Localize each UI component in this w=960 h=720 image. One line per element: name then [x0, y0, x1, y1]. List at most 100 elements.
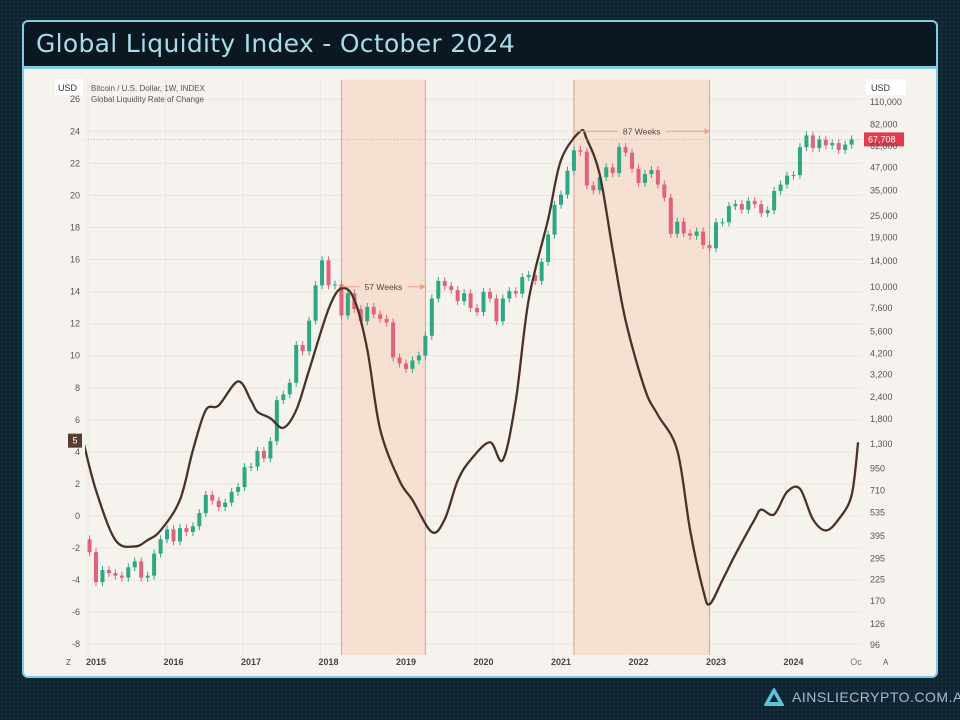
left-tick-label: -6	[72, 607, 80, 617]
candle	[184, 528, 189, 532]
candle	[416, 355, 421, 361]
left-tick-label: 16	[70, 255, 80, 265]
candle	[701, 231, 706, 246]
left-tick-label: 2	[75, 479, 80, 489]
candle	[410, 360, 415, 369]
candle	[236, 487, 241, 492]
candle	[281, 394, 286, 401]
right-tick-label: 47,000	[870, 163, 898, 173]
left-tick-label: 14	[70, 287, 80, 297]
left-tick-label: 26	[70, 94, 80, 104]
legend-bitcoin: Bitcoin / U.S. Dollar, 1W, INDEX	[91, 84, 205, 93]
candle	[636, 168, 641, 183]
candle	[494, 298, 499, 322]
x-tick-label: 2020	[473, 657, 493, 667]
candle	[404, 363, 408, 369]
candle	[119, 575, 124, 578]
x-tick-label: Oc	[850, 657, 862, 667]
candle	[462, 293, 467, 302]
candle	[216, 500, 221, 508]
right-tick-label: 1,300	[870, 439, 893, 449]
candle	[617, 147, 622, 173]
candle	[261, 450, 266, 459]
candle	[177, 528, 182, 542]
left-tick-label: 18	[70, 222, 80, 232]
right-tick-label: 395	[870, 531, 885, 541]
candle	[384, 318, 389, 323]
candle	[578, 150, 583, 152]
candle	[358, 309, 363, 322]
candle	[610, 167, 615, 173]
candle	[791, 175, 796, 177]
candle	[655, 170, 660, 185]
candle	[778, 184, 783, 191]
candle	[203, 494, 208, 514]
right-tick-label: 4,200	[870, 349, 893, 359]
candle	[397, 357, 402, 364]
last-price-label: 67,708	[868, 134, 896, 144]
brand-url: AINSLIECRYPTO.COM.AU	[792, 689, 960, 705]
x-tick-label: 2016	[163, 657, 183, 667]
candle	[332, 284, 337, 286]
candle	[720, 222, 725, 224]
left-tick-label: -4	[72, 575, 80, 585]
right-tick-label: 710	[870, 486, 885, 496]
candle	[836, 143, 841, 151]
candle	[772, 190, 777, 211]
candle	[591, 185, 596, 191]
last-liquidity-badge	[68, 433, 82, 448]
candle	[423, 335, 428, 356]
x-tick-label: 2021	[551, 657, 571, 667]
candle	[229, 491, 234, 503]
arrowhead-icon	[704, 128, 710, 135]
candle	[487, 292, 492, 299]
candle	[442, 280, 447, 287]
right-unit-box	[866, 79, 906, 95]
candle	[287, 382, 292, 395]
candle	[843, 144, 848, 151]
candle	[307, 320, 312, 352]
candle	[539, 262, 544, 281]
candle	[584, 151, 589, 186]
left-tick-label: 6	[75, 415, 80, 425]
candle	[804, 135, 809, 148]
candle	[152, 553, 157, 576]
right-unit-label: USD	[871, 83, 891, 93]
x-tick-label: 2018	[318, 657, 338, 667]
candle	[675, 221, 680, 234]
candle	[313, 285, 318, 321]
candle	[300, 345, 305, 352]
candle	[197, 513, 202, 527]
candle	[249, 466, 253, 468]
candle	[345, 293, 350, 316]
right-tick-label: 25,000	[870, 211, 898, 221]
right-tick-label: 10,000	[870, 282, 898, 292]
candle	[565, 170, 570, 195]
candle	[714, 222, 718, 249]
candle	[597, 177, 602, 191]
x-tick-label: 2022	[628, 657, 648, 667]
shaded-regions	[340, 80, 711, 655]
region-label: 87 Weeks	[623, 126, 661, 136]
legend-liquidity: Global Liquidity Rate of Change	[91, 95, 205, 104]
left-tick-label: 22	[70, 158, 80, 168]
last-price-badge	[864, 132, 904, 147]
x-tick-label: 2017	[241, 657, 261, 667]
candle	[785, 175, 790, 185]
candle	[752, 200, 757, 205]
x-tick-label: 2023	[706, 657, 726, 667]
candle	[94, 552, 98, 583]
last-liquidity-label: 5	[72, 436, 77, 446]
right-tick-label: 535	[870, 508, 885, 518]
candle	[139, 561, 144, 578]
left-tick-label: 12	[70, 319, 80, 329]
candle	[507, 291, 512, 299]
right-tick-label: 62,000	[870, 141, 898, 151]
candle	[132, 561, 137, 568]
left-unit-box	[55, 79, 83, 95]
arrowhead-icon	[420, 283, 426, 290]
candle	[500, 298, 505, 322]
left-tick-label: 8	[75, 383, 80, 393]
candle	[481, 292, 486, 313]
